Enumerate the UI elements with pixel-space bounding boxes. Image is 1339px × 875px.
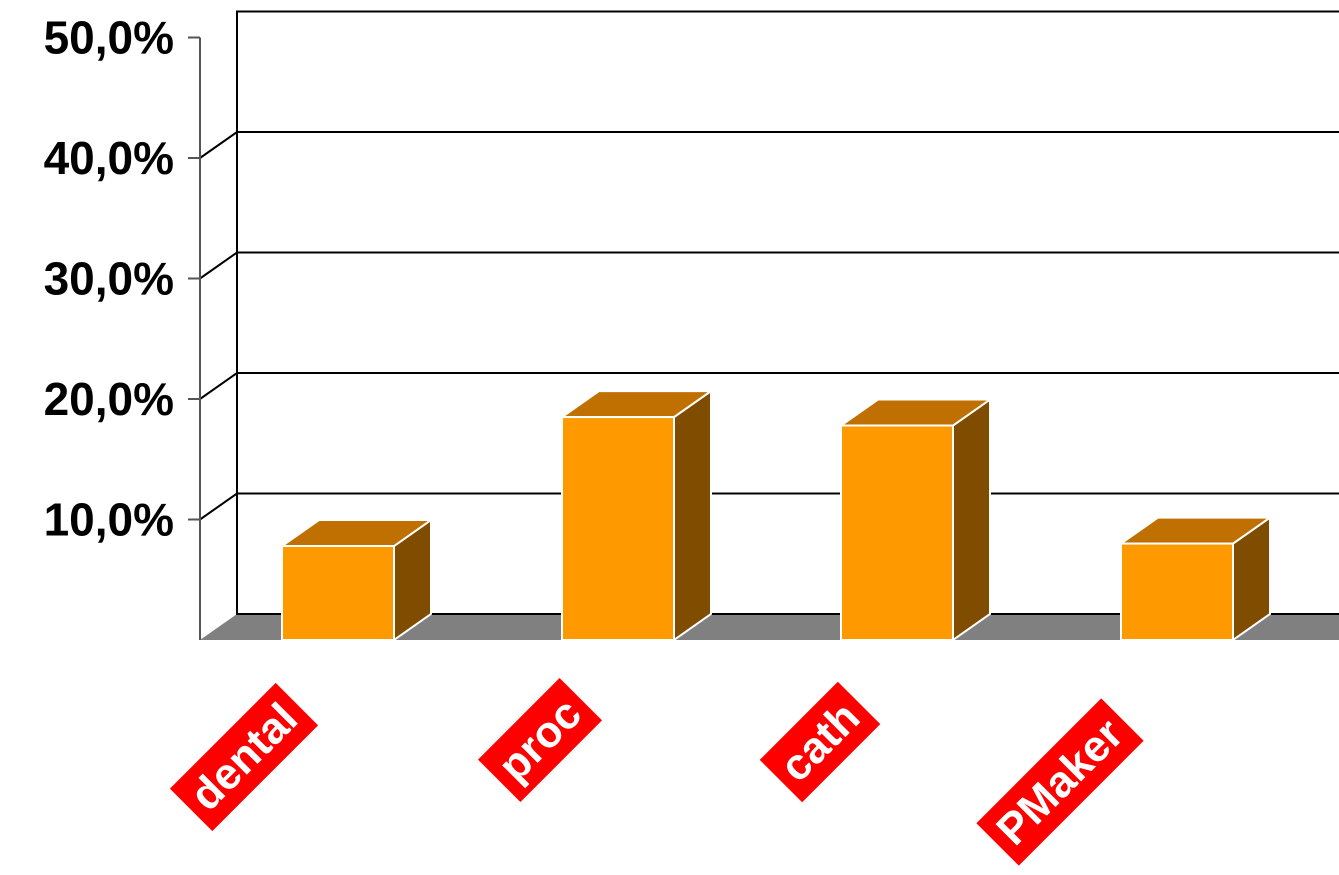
gridline — [199, 131, 1339, 159]
x-label-background — [478, 678, 602, 802]
gridline — [199, 372, 1339, 400]
gridline — [199, 251, 1339, 280]
bar-dental — [278, 518, 435, 642]
x-label-cath: cath — [759, 681, 881, 803]
x-label-dental: dental — [169, 682, 319, 832]
back-wall — [236, 10, 1339, 615]
bar-front — [840, 424, 954, 642]
chart-floor — [200, 614, 1339, 640]
y-tick-label: 20,0% — [44, 373, 174, 425]
bar-front — [561, 416, 675, 642]
bar-pmaker — [1117, 515, 1274, 642]
x-label-proc: proc — [478, 678, 602, 802]
y-tick-label: 50,0% — [44, 12, 174, 64]
x-label-background — [759, 681, 881, 803]
bar-front — [281, 545, 395, 642]
bar-side — [952, 397, 991, 642]
x-tick-label: PMaker — [987, 709, 1132, 854]
x-label-background — [976, 698, 1144, 866]
y-tick-label: 10,0% — [44, 494, 174, 546]
bar-side — [673, 389, 712, 642]
x-tick-label: dental — [181, 694, 307, 820]
x-label-background — [169, 682, 319, 832]
y-tick-label: 40,0% — [44, 132, 174, 184]
bar-cath — [837, 397, 994, 642]
bar-proc — [558, 389, 715, 642]
bar-front — [1120, 542, 1234, 641]
y-tick-label: 30,0% — [44, 253, 174, 305]
gridline — [199, 492, 1339, 521]
x-label-pmaker: PMaker — [976, 698, 1144, 866]
